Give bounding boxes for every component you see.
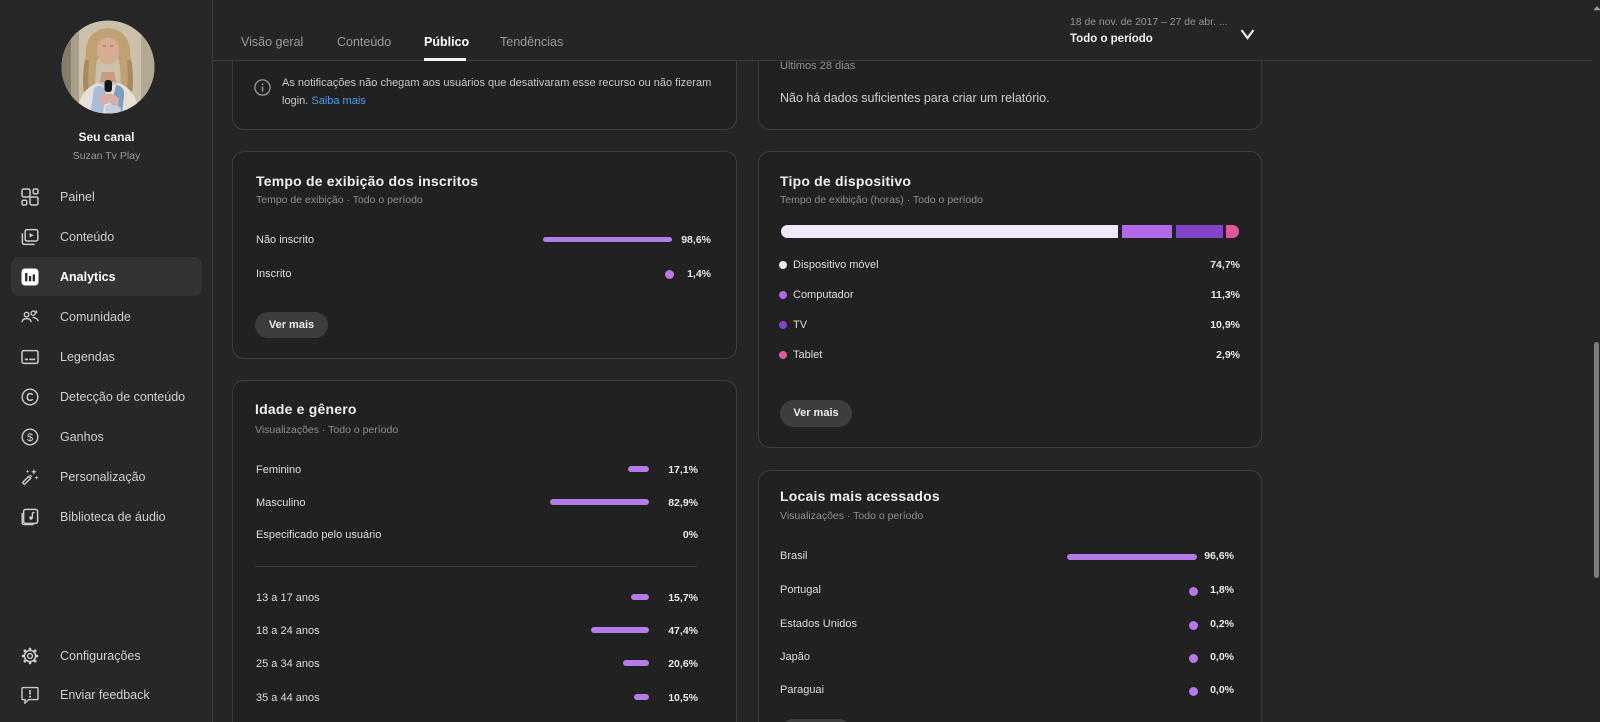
svg-text:$: $ <box>27 432 33 444</box>
